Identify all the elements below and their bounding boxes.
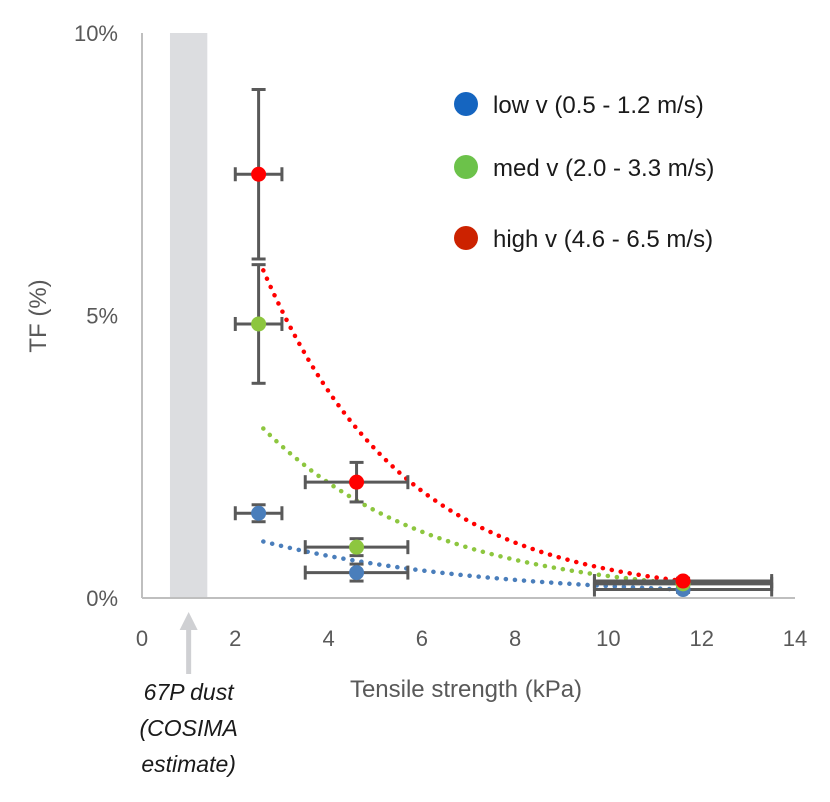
data-point xyxy=(675,573,691,589)
trendline xyxy=(261,539,686,592)
cosima-shaded-region xyxy=(169,33,208,598)
y-tick-label: 0% xyxy=(86,586,118,611)
annotation-line: 67P dust xyxy=(144,679,236,705)
y-tick-label: 5% xyxy=(86,304,118,329)
x-tick-labels: 0 2 4 6 8 10 12 14 xyxy=(136,626,807,651)
data-point xyxy=(251,316,267,332)
y-axis-title: TF (%) xyxy=(25,279,52,352)
x-tick-label: 2 xyxy=(229,626,241,651)
legend-label: med v (2.0 - 3.3 m/s) xyxy=(493,155,714,182)
data-point xyxy=(251,505,267,521)
trendlines xyxy=(261,268,686,592)
y-tick-labels: 0% 5% 10% xyxy=(74,21,118,611)
data-point xyxy=(349,474,365,490)
x-tick-label: 8 xyxy=(509,626,521,651)
cosima-annotation: 67P dust (COSIMA estimate) xyxy=(139,612,238,777)
legend-item: med v (2.0 - 3.3 m/s) xyxy=(454,155,714,182)
legend-marker xyxy=(454,155,478,179)
up-arrow-icon xyxy=(179,612,198,674)
x-tick-label: 10 xyxy=(596,626,620,651)
x-tick-label: 14 xyxy=(783,626,807,651)
annotation-line: (COSIMA xyxy=(139,715,237,741)
legend: low v (0.5 - 1.2 m/s) med v (2.0 - 3.3 m/… xyxy=(454,92,714,253)
legend-marker xyxy=(454,226,478,250)
legend-item: high v (4.6 - 6.5 m/s) xyxy=(454,226,713,253)
legend-marker xyxy=(454,92,478,116)
x-tick-label: 12 xyxy=(689,626,713,651)
trendline xyxy=(261,268,686,584)
x-tick-label: 4 xyxy=(322,626,334,651)
x-tick-label: 6 xyxy=(416,626,428,651)
data-point xyxy=(349,565,365,581)
data-points xyxy=(251,166,691,598)
data-point xyxy=(349,539,365,555)
legend-label: low v (0.5 - 1.2 m/s) xyxy=(493,92,704,119)
trendline xyxy=(261,426,686,587)
annotation-line: estimate) xyxy=(141,751,236,777)
x-axis-title: Tensile strength (kPa) xyxy=(350,676,582,703)
y-tick-label: 10% xyxy=(74,21,118,46)
legend-item: low v (0.5 - 1.2 m/s) xyxy=(454,92,704,119)
x-tick-label: 0 xyxy=(136,626,148,651)
data-point xyxy=(251,166,267,182)
legend-label: high v (4.6 - 6.5 m/s) xyxy=(493,226,713,253)
